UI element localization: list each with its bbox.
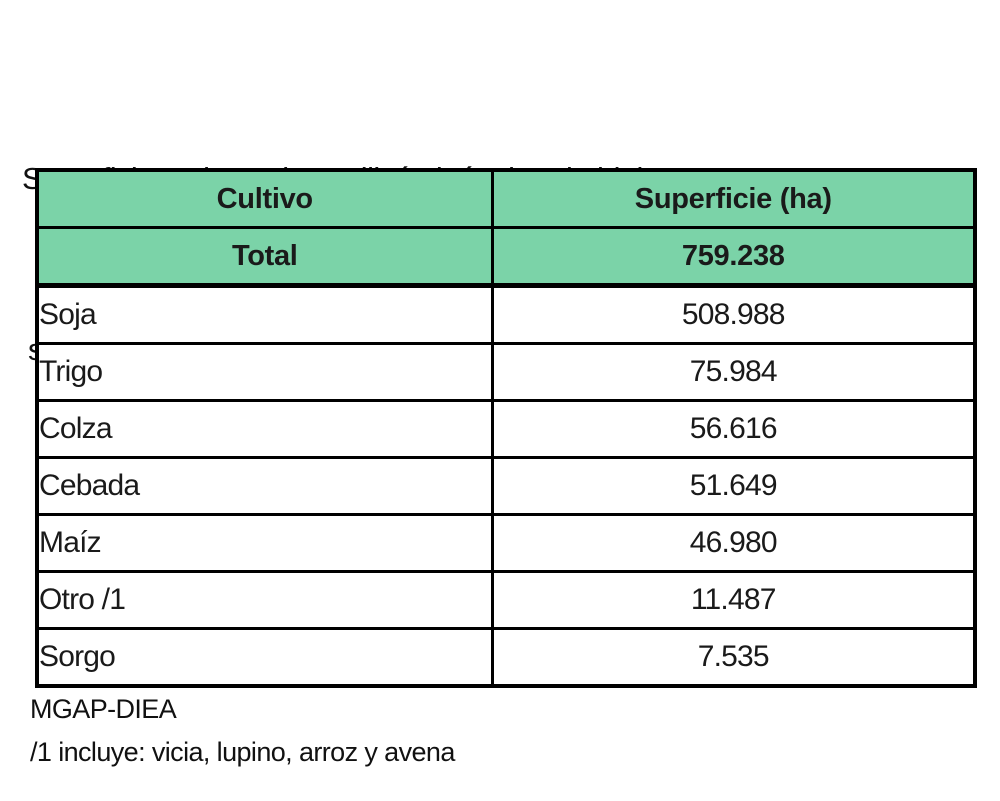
table-row: Trigo 75.984 [35, 342, 977, 402]
total-label: Total [35, 226, 494, 288]
crop-name: Otro /1 [35, 570, 494, 630]
table-row: Soja 508.988 [35, 284, 977, 345]
table-footer: MGAP-DIEA /1 incluye: vicia, lupino, arr… [30, 688, 455, 774]
column-header-superficie: Superficie (ha) [490, 168, 977, 229]
crop-area: 11.487 [490, 570, 977, 630]
crop-name: Cebada [35, 456, 494, 516]
bioinsumo-table: Cultivo Superficie (ha) Total 759.238 So… [35, 168, 977, 688]
table-row: Colza 56.616 [35, 399, 977, 459]
table-row: Sorgo 7.535 [35, 627, 977, 688]
footnote: /1 incluye: vicia, lupino, arroz y avena [30, 737, 455, 767]
column-header-cultivo: Cultivo [35, 168, 494, 229]
source-label: MGAP-DIEA [30, 694, 177, 724]
table-row: Cebada 51.649 [35, 456, 977, 516]
crop-area: 56.616 [490, 399, 977, 459]
crop-area: 75.984 [490, 342, 977, 402]
crop-name: Trigo [35, 342, 494, 402]
crop-area: 46.980 [490, 513, 977, 573]
crop-area: 7.535 [490, 627, 977, 688]
crop-area: 51.649 [490, 456, 977, 516]
table-header-row: Cultivo Superficie (ha) [35, 168, 977, 229]
crop-area: 508.988 [490, 284, 977, 345]
table-total-row: Total 759.238 [35, 226, 977, 288]
total-value: 759.238 [490, 226, 977, 288]
table-row: Otro /1 11.487 [35, 570, 977, 630]
crop-name: Sorgo [35, 627, 494, 688]
crop-name: Maíz [35, 513, 494, 573]
crop-name: Soja [35, 284, 494, 345]
crop-name: Colza [35, 399, 494, 459]
table-row: Maíz 46.980 [35, 513, 977, 573]
